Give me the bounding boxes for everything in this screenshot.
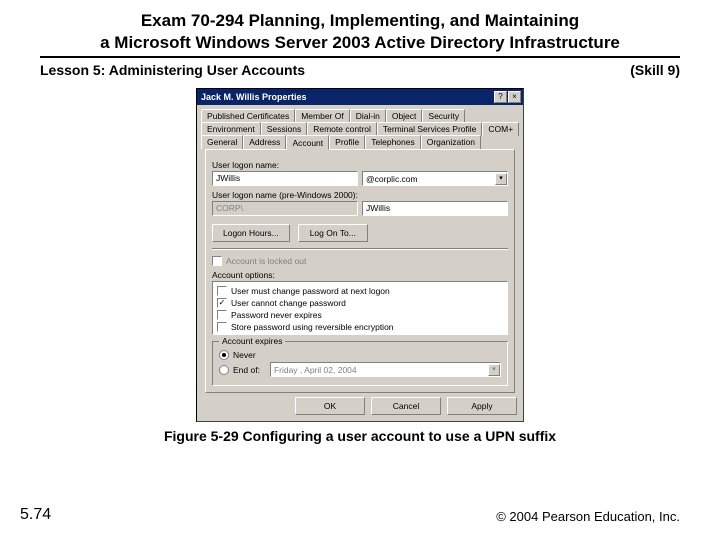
- checkbox-icon: [212, 256, 222, 266]
- radio-icon: [219, 350, 229, 360]
- checkbox-icon: ✓: [217, 298, 227, 308]
- pre2000-user-input[interactable]: JWillis: [362, 201, 508, 216]
- account-expires-group: Account expires Never End of: Friday , A…: [212, 341, 508, 386]
- logon-to-button[interactable]: Log On To...: [298, 224, 368, 242]
- upn-suffix-value: @corplic.com: [366, 174, 418, 184]
- tab-remote-control[interactable]: Remote control: [307, 122, 377, 136]
- tab-member-of[interactable]: Member Of: [295, 109, 350, 123]
- page-number: 5.74: [20, 506, 51, 524]
- chevron-down-icon: ▾: [488, 364, 500, 376]
- expires-endof-radio[interactable]: End of: Friday , April 02, 2004 ▾: [219, 362, 501, 377]
- tab-general[interactable]: General: [201, 135, 243, 149]
- opt-must-change-password[interactable]: User must change password at next logon: [217, 286, 503, 296]
- account-expires-legend: Account expires: [219, 336, 285, 346]
- copyright: © 2004 Pearson Education, Inc.: [496, 509, 680, 524]
- title-rule: [40, 56, 680, 58]
- tab-row-3: General Address Account Profile Telephon…: [201, 135, 519, 150]
- tab-terminal-services-profile[interactable]: Terminal Services Profile: [377, 122, 483, 136]
- logon-hours-button[interactable]: Logon Hours...: [212, 224, 290, 242]
- opt-password-never-expires[interactable]: Password never expires: [217, 310, 503, 320]
- slide-title-line1: Exam 70-294 Planning, Implementing, and …: [40, 10, 680, 32]
- tab-object[interactable]: Object: [386, 109, 423, 123]
- locked-out-checkbox: Account is locked out: [212, 256, 508, 266]
- upn-name-input[interactable]: JWillis: [212, 171, 358, 186]
- dialog-title: Jack M. Willis Properties: [201, 92, 306, 102]
- account-panel: User logon name: JWillis @corplic.com ▾ …: [205, 149, 515, 393]
- cancel-button[interactable]: Cancel: [371, 397, 441, 415]
- dialog-titlebar[interactable]: Jack M. Willis Properties ? ×: [197, 89, 523, 105]
- upn-label: User logon name:: [212, 160, 508, 170]
- tab-row-2: Environment Sessions Remote control Term…: [201, 122, 519, 136]
- tab-security[interactable]: Security: [422, 109, 465, 123]
- locked-out-label: Account is locked out: [226, 256, 306, 266]
- lesson-row: Lesson 5: Administering User Accounts (S…: [0, 62, 720, 84]
- checkbox-icon: [217, 310, 227, 320]
- tab-address[interactable]: Address: [243, 135, 286, 149]
- ok-button[interactable]: OK: [295, 397, 365, 415]
- tab-row-1: Published Certificates Member Of Dial-in…: [201, 109, 519, 123]
- opt-reversible-encryption[interactable]: Store password using reversible encrypti…: [217, 322, 503, 332]
- slide-title-block: Exam 70-294 Planning, Implementing, and …: [0, 0, 720, 54]
- figure-caption: Figure 5-29 Configuring a user account t…: [0, 428, 720, 444]
- checkbox-icon: [217, 286, 227, 296]
- radio-icon: [219, 365, 229, 375]
- properties-dialog: Jack M. Willis Properties ? × Published …: [196, 88, 524, 422]
- tab-published-certificates[interactable]: Published Certificates: [201, 109, 295, 123]
- tab-organization[interactable]: Organization: [421, 135, 481, 149]
- skill-label: (Skill 9): [630, 62, 680, 78]
- dialog-buttons: OK Cancel Apply: [197, 397, 523, 421]
- pre2000-domain-input: CORP\: [212, 201, 358, 216]
- help-icon[interactable]: ?: [494, 91, 507, 103]
- account-options-list[interactable]: User must change password at next logon …: [212, 281, 508, 335]
- tab-sessions[interactable]: Sessions: [261, 122, 308, 136]
- tabs-container: Published Certificates Member Of Dial-in…: [197, 105, 523, 393]
- tab-dial-in[interactable]: Dial-in: [350, 109, 386, 123]
- upn-suffix-combo[interactable]: @corplic.com ▾: [362, 171, 508, 186]
- pre2000-label: User logon name (pre-Windows 2000):: [212, 190, 508, 200]
- opt-cannot-change-password[interactable]: ✓User cannot change password: [217, 298, 503, 308]
- tab-com-plus[interactable]: COM+: [482, 122, 519, 136]
- expires-date-picker: Friday , April 02, 2004 ▾: [270, 362, 501, 377]
- apply-button[interactable]: Apply: [447, 397, 517, 415]
- lesson-label: Lesson 5: Administering User Accounts: [40, 62, 305, 78]
- close-icon[interactable]: ×: [508, 91, 521, 103]
- tab-profile[interactable]: Profile: [329, 135, 365, 149]
- slide-title-line2: a Microsoft Windows Server 2003 Active D…: [40, 32, 680, 54]
- chevron-down-icon: ▾: [495, 173, 507, 185]
- tab-account[interactable]: Account: [286, 135, 329, 150]
- tab-telephones[interactable]: Telephones: [365, 135, 420, 149]
- checkbox-icon: [217, 322, 227, 332]
- tab-environment[interactable]: Environment: [201, 122, 261, 136]
- separator: [212, 248, 508, 250]
- account-options-label: Account options:: [212, 270, 508, 280]
- expires-never-radio[interactable]: Never: [219, 350, 501, 360]
